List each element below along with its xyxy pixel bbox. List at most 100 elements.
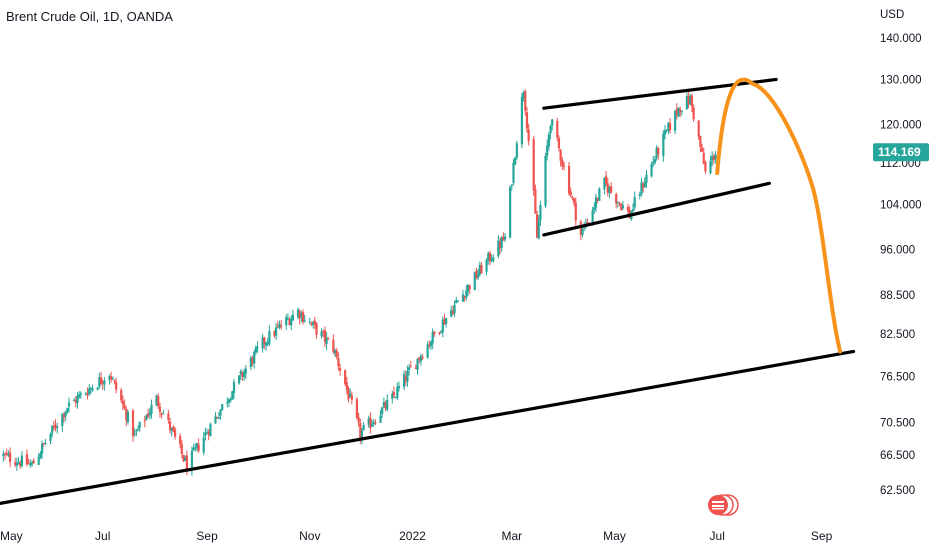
candle-body bbox=[345, 382, 348, 390]
candle-body bbox=[133, 433, 136, 435]
candle-body bbox=[559, 150, 562, 161]
channel-upper-line[interactable] bbox=[542, 77, 778, 110]
candle-body bbox=[217, 417, 220, 419]
candle-body bbox=[84, 393, 87, 395]
candle-body bbox=[254, 347, 258, 353]
candle-body bbox=[490, 259, 493, 261]
candle-body bbox=[527, 129, 530, 141]
candle-body bbox=[194, 447, 197, 449]
candle-body bbox=[668, 123, 672, 131]
candle-body bbox=[17, 461, 20, 464]
candle-body bbox=[712, 156, 715, 160]
channel-lower-line[interactable] bbox=[542, 181, 772, 237]
candle-body bbox=[244, 368, 247, 374]
candle-body bbox=[40, 443, 44, 454]
candle-body bbox=[310, 323, 313, 325]
candle-body bbox=[78, 394, 81, 398]
candle-body bbox=[239, 371, 242, 375]
candle-body bbox=[692, 107, 695, 120]
candle-body bbox=[332, 339, 335, 353]
candle-body bbox=[382, 402, 385, 407]
candle-body bbox=[640, 182, 643, 195]
candle-body bbox=[687, 96, 690, 104]
candle-body bbox=[347, 388, 350, 400]
y-tick-label: 104.000 bbox=[880, 199, 922, 211]
candle-body bbox=[626, 207, 630, 211]
x-tick-label: Jul bbox=[95, 529, 110, 543]
candle-body bbox=[278, 324, 281, 328]
candle-body bbox=[652, 161, 655, 164]
candle-body bbox=[182, 454, 185, 462]
candle-body bbox=[29, 463, 32, 466]
candle-body bbox=[512, 162, 515, 184]
event-flag-icon[interactable] bbox=[708, 494, 739, 516]
candle-body bbox=[315, 322, 318, 335]
candle-body bbox=[20, 455, 23, 467]
x-tick-label: Sep bbox=[811, 529, 833, 543]
candle-body bbox=[561, 160, 564, 166]
y-tick-label: 140.000 bbox=[880, 33, 922, 45]
y-axis: USD 140.000130.000120.000112.000104.0009… bbox=[880, 9, 922, 497]
candle-body bbox=[615, 193, 618, 204]
candle-body bbox=[569, 191, 572, 196]
candle-body bbox=[431, 331, 434, 344]
candle-body bbox=[219, 409, 222, 416]
candle-body bbox=[49, 433, 52, 442]
x-tick-label: May bbox=[603, 529, 626, 543]
candle-body bbox=[369, 417, 372, 428]
candle-body bbox=[532, 139, 535, 191]
candle-body bbox=[562, 165, 566, 167]
candle-body bbox=[655, 147, 658, 158]
candle-body bbox=[428, 344, 431, 346]
candle-body bbox=[665, 129, 668, 131]
candle-body bbox=[522, 92, 525, 99]
candle-body bbox=[108, 376, 111, 380]
candle-body bbox=[168, 421, 172, 431]
candle-body bbox=[603, 177, 606, 190]
candle-body bbox=[263, 337, 266, 344]
trendlines-group bbox=[0, 77, 856, 505]
x-tick-label: Sep bbox=[196, 529, 218, 543]
candle-body bbox=[76, 396, 79, 404]
candle-body bbox=[657, 147, 660, 155]
candle-body bbox=[226, 402, 229, 404]
candle-body bbox=[509, 187, 512, 238]
candle-body bbox=[359, 422, 362, 439]
candle-body bbox=[204, 432, 207, 436]
candle-body bbox=[445, 317, 448, 324]
candle-body bbox=[101, 381, 104, 384]
candle-body bbox=[498, 242, 502, 249]
candle-body bbox=[573, 198, 576, 203]
candle-body bbox=[145, 415, 148, 420]
candle-body bbox=[598, 188, 601, 201]
candle-body bbox=[391, 393, 394, 399]
y-tick-label: 66.500 bbox=[880, 450, 915, 462]
candle-body bbox=[313, 320, 316, 325]
candle-body bbox=[103, 380, 106, 385]
candle-body bbox=[237, 375, 241, 384]
candle-body bbox=[126, 412, 130, 423]
candle-body bbox=[320, 331, 323, 337]
candle-body bbox=[62, 414, 66, 418]
candle-body bbox=[714, 154, 717, 159]
candle-body bbox=[677, 107, 680, 117]
candle-body bbox=[419, 355, 422, 362]
candle-body bbox=[249, 357, 252, 367]
candle-body bbox=[197, 444, 200, 451]
candle-body bbox=[184, 457, 187, 462]
candle-body bbox=[520, 96, 524, 145]
candle-body bbox=[148, 412, 151, 416]
candle-body bbox=[408, 367, 411, 371]
candle-body bbox=[30, 462, 34, 465]
candle-body bbox=[231, 391, 234, 400]
candle-body bbox=[438, 332, 441, 334]
candle-body bbox=[451, 310, 454, 315]
candle-body bbox=[44, 442, 47, 444]
projected-path-curve[interactable] bbox=[715, 77, 843, 354]
candle-body bbox=[120, 390, 123, 401]
x-tick-label: Mar bbox=[501, 529, 522, 543]
candle-body bbox=[158, 406, 162, 412]
long-term-support-line[interactable] bbox=[0, 349, 856, 505]
candle-body bbox=[579, 221, 582, 236]
